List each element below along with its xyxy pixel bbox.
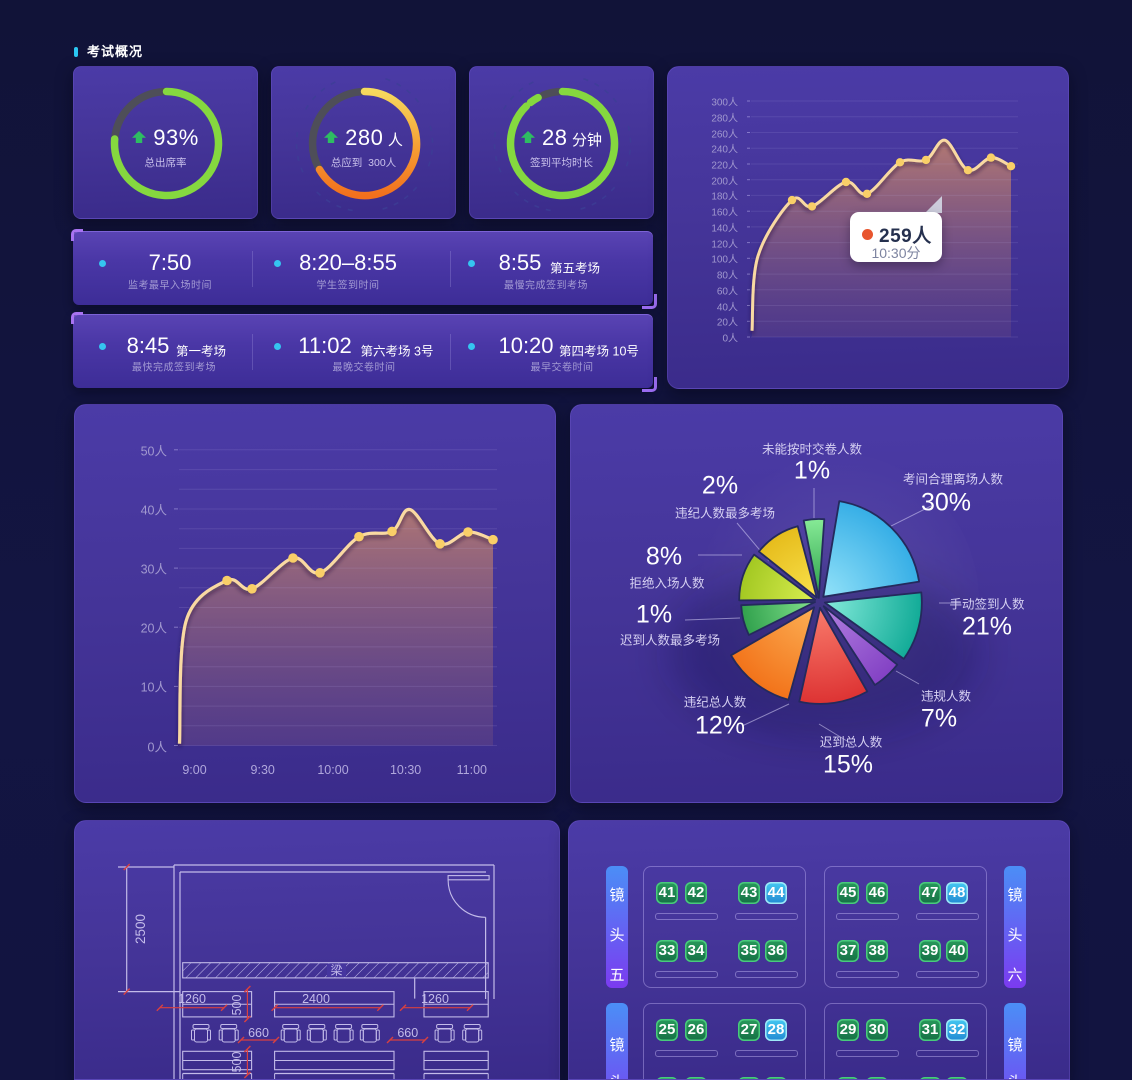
- svg-text:1260: 1260: [421, 992, 449, 1006]
- svg-text:660: 660: [248, 1026, 269, 1040]
- svg-text:1260: 1260: [178, 992, 206, 1006]
- svg-text:2400: 2400: [302, 992, 330, 1006]
- svg-text:500: 500: [230, 1052, 244, 1073]
- svg-text:660: 660: [397, 1026, 418, 1040]
- svg-text:2500: 2500: [133, 914, 148, 944]
- svg-text:500: 500: [230, 995, 244, 1016]
- svg-text:梁: 梁: [330, 963, 342, 978]
